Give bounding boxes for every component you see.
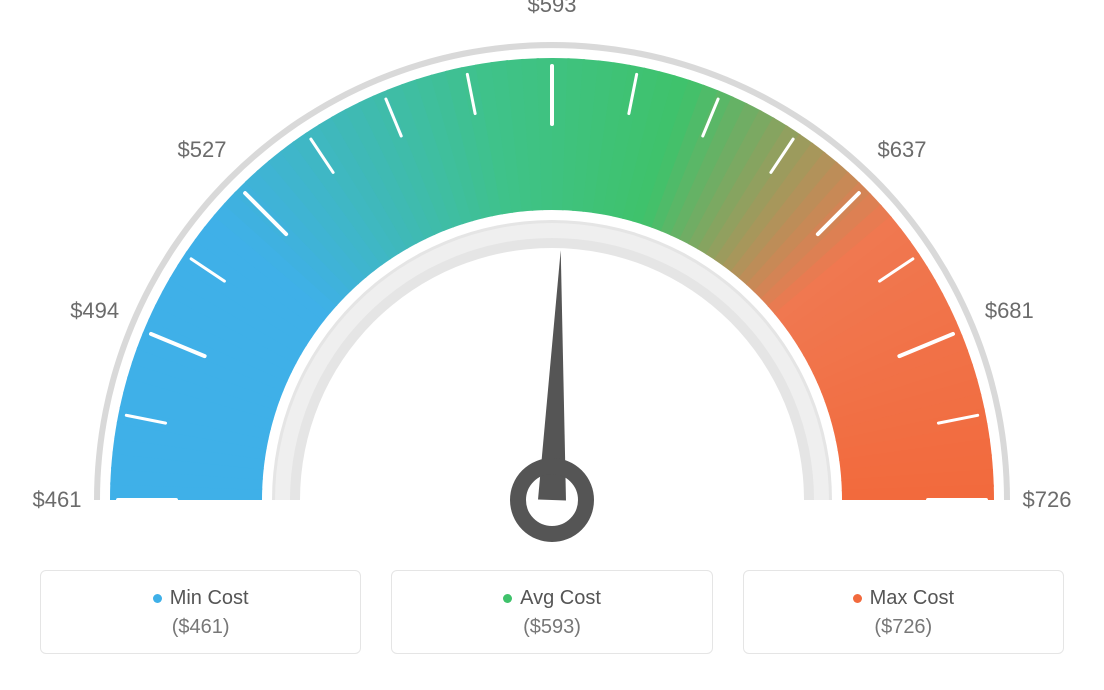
legend-title-avg: Avg Cost xyxy=(402,587,701,610)
legend-label: Avg Cost xyxy=(520,587,601,609)
gauge-tick-label: $637 xyxy=(878,137,927,163)
legend-label: Min Cost xyxy=(170,587,249,609)
legend-box-min: Min Cost ($461) xyxy=(40,570,361,654)
dot-icon xyxy=(853,594,862,603)
legend-label: Max Cost xyxy=(870,587,954,609)
dot-icon xyxy=(153,594,162,603)
legend-row: Min Cost ($461) Avg Cost ($593) Max Cost… xyxy=(0,570,1104,674)
gauge-tick-label: $726 xyxy=(1023,487,1072,513)
legend-box-avg: Avg Cost ($593) xyxy=(391,570,712,654)
gauge-tick-label: $494 xyxy=(70,298,119,324)
legend-value-avg: ($593) xyxy=(402,616,701,639)
legend-value-min: ($461) xyxy=(51,616,350,639)
gauge-tick-label: $527 xyxy=(177,137,226,163)
gauge-tick-label: $593 xyxy=(528,0,577,18)
legend-value-max: ($726) xyxy=(754,616,1053,639)
legend-box-max: Max Cost ($726) xyxy=(743,570,1064,654)
legend-title-min: Min Cost xyxy=(51,587,350,610)
gauge-svg xyxy=(0,0,1104,560)
legend-title-max: Max Cost xyxy=(754,587,1053,610)
dot-icon xyxy=(503,594,512,603)
gauge-tick-label: $461 xyxy=(33,487,82,513)
gauge-chart: $461 $494 $527 $593 $637 $681 $726 xyxy=(0,0,1104,570)
gauge-tick-label: $681 xyxy=(985,298,1034,324)
